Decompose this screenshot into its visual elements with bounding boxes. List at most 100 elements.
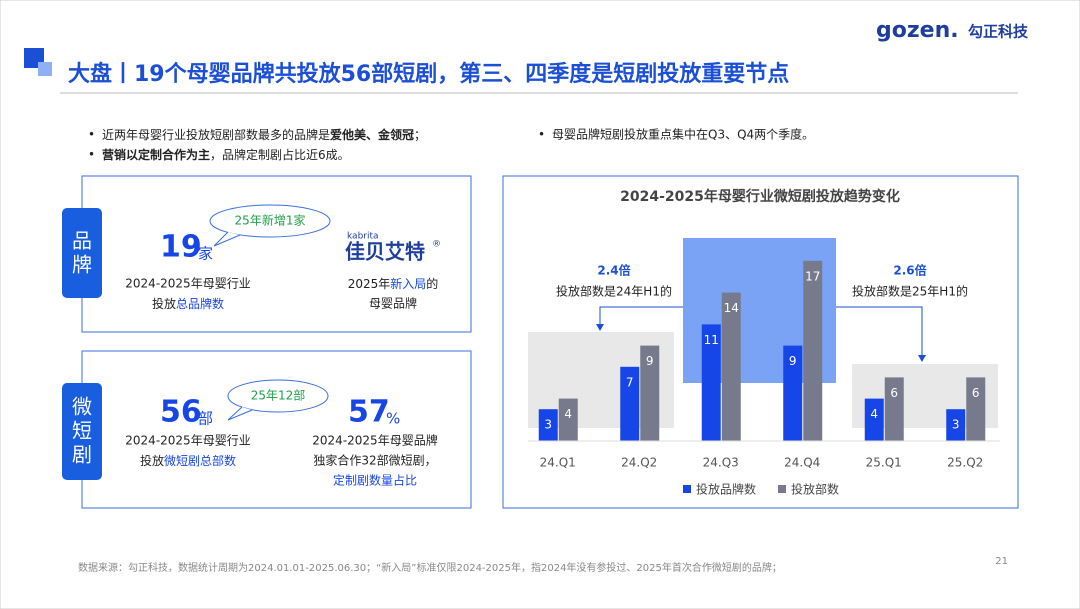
logo: gozen.: [876, 18, 959, 43]
desc: 2024-2025年母婴行业: [125, 277, 250, 291]
data-label: 7: [626, 375, 634, 389]
arrow: [836, 306, 923, 358]
x-tick-label: 24.Q2: [621, 456, 657, 470]
bullet: •: [88, 148, 95, 162]
stat-unit: %: [386, 410, 400, 428]
bullet-text: 近两年母婴行业投放短剧部数最多的品牌是爱他美、金领冠；: [102, 127, 426, 142]
arrow: [599, 306, 683, 328]
legend-label: 投放品牌数: [696, 482, 756, 497]
bar: [783, 345, 803, 441]
desc: 定制剧数量占比: [333, 473, 417, 488]
text-blue: 总品牌数: [176, 296, 224, 311]
text-blue: 新入局: [390, 276, 426, 291]
data-label: 9: [789, 354, 797, 368]
bubble-text: 25年12部: [251, 388, 306, 403]
data-label: 4: [564, 407, 572, 421]
title: 大盘丨19个母婴品牌共投放56部短剧，第三、四季度是短剧投放重要节点: [68, 61, 789, 87]
bar: [721, 292, 741, 441]
annotation: 2.4倍: [597, 263, 630, 278]
text: 的: [426, 276, 438, 291]
desc: 2025年新入局的: [348, 276, 439, 291]
card: [81, 175, 472, 333]
text-bold: 营销以定制合作为主: [102, 147, 210, 162]
card-tab: [62, 383, 102, 480]
bullet-text: 营销以定制合作为主，品牌定制剧占比近6成。: [102, 147, 350, 162]
card-tab: [62, 208, 102, 298]
x-tick-label: 25.Q2: [947, 456, 983, 470]
annotation: 投放部数是25年H1的: [852, 284, 968, 299]
bar: [864, 398, 884, 441]
arrow-head: [918, 355, 926, 362]
stat-number: 57: [348, 395, 390, 430]
stat-number: 56: [160, 395, 202, 430]
card-label: 牌: [72, 253, 92, 277]
legend-swatch: [683, 485, 691, 493]
text-blue: 微短剧总部数: [164, 453, 236, 468]
stat-number: 19: [160, 230, 202, 265]
logo-small: kabrita: [347, 232, 379, 242]
bubble-tail: [227, 406, 253, 421]
data-label: 4: [870, 407, 878, 421]
data-label: 17: [805, 269, 820, 283]
card-label: 短: [72, 419, 92, 443]
annotation: 2.6倍: [893, 263, 926, 278]
data-label: 14: [724, 301, 739, 315]
annotation: 投放部数是24年H1的: [556, 284, 672, 299]
card: [81, 350, 472, 509]
bar: [701, 324, 721, 441]
x-tick-label: 24.Q4: [784, 456, 820, 470]
text: 2025年: [348, 277, 391, 291]
arrow-head: [596, 324, 604, 331]
stat-unit: 部: [198, 410, 213, 428]
data-label: 9: [646, 354, 654, 368]
text: 投放: [152, 296, 176, 311]
data-label: 6: [972, 386, 980, 400]
bars: 24.Q13424.Q27924.Q3111424.Q491725.Q14625…: [538, 260, 986, 497]
text: 近两年母婴行业投放短剧部数最多的品牌是: [102, 127, 330, 142]
desc: 母婴品牌: [369, 297, 417, 311]
footer-source: 数据来源：勾正科技，数据统计周期为2024.01.01-2025.06.30；“…: [78, 561, 782, 574]
bar: [640, 345, 660, 441]
stat-unit: 家: [198, 245, 213, 263]
x-tick-label: 25.Q1: [866, 456, 902, 470]
text: 投放: [140, 453, 164, 468]
bar: [620, 366, 640, 441]
desc: 投放总品牌数: [152, 296, 224, 311]
bar: [966, 377, 986, 441]
x-tick-label: 24.Q3: [703, 456, 739, 470]
data-label: 3: [544, 418, 552, 432]
bullet: •: [538, 128, 545, 142]
bubble: [209, 204, 331, 238]
bar: [558, 398, 578, 441]
bubble: [227, 379, 329, 413]
bar: [538, 409, 558, 441]
text: ；: [414, 128, 426, 142]
page-number: 21: [995, 556, 1008, 567]
bullet-text: 母婴品牌短剧投放重点集中在Q3、Q4两个季度。: [552, 127, 814, 142]
card-label: 剧: [72, 443, 92, 467]
logo-mark: ®: [432, 240, 441, 250]
desc: 2024-2025年母婴品牌: [312, 434, 437, 448]
card-label: 品: [72, 229, 92, 253]
desc: 2024-2025年母婴行业: [125, 434, 250, 448]
x-tick-label: 24.Q1: [540, 456, 576, 470]
legend-swatch: [778, 485, 786, 493]
bullet: •: [88, 128, 95, 142]
card-label: 微: [72, 395, 92, 419]
bar: [884, 377, 904, 441]
legend-label: 投放部数: [791, 482, 839, 497]
data-label: 3: [952, 418, 960, 432]
text-bold: 爱他美、金领冠: [330, 127, 414, 142]
brand-logo: 佳贝艾特: [345, 240, 425, 264]
bar: [803, 260, 823, 441]
logo-cn: 勾正科技: [968, 23, 1029, 41]
data-label: 11: [704, 333, 719, 347]
bubble-text: 25年新增1家: [235, 213, 306, 228]
bar: [946, 409, 966, 441]
bubble-tail: [213, 231, 241, 247]
data-label: 6: [890, 386, 898, 400]
title-icon: [38, 62, 52, 76]
desc: 独家合作32部微短剧，: [313, 453, 436, 468]
